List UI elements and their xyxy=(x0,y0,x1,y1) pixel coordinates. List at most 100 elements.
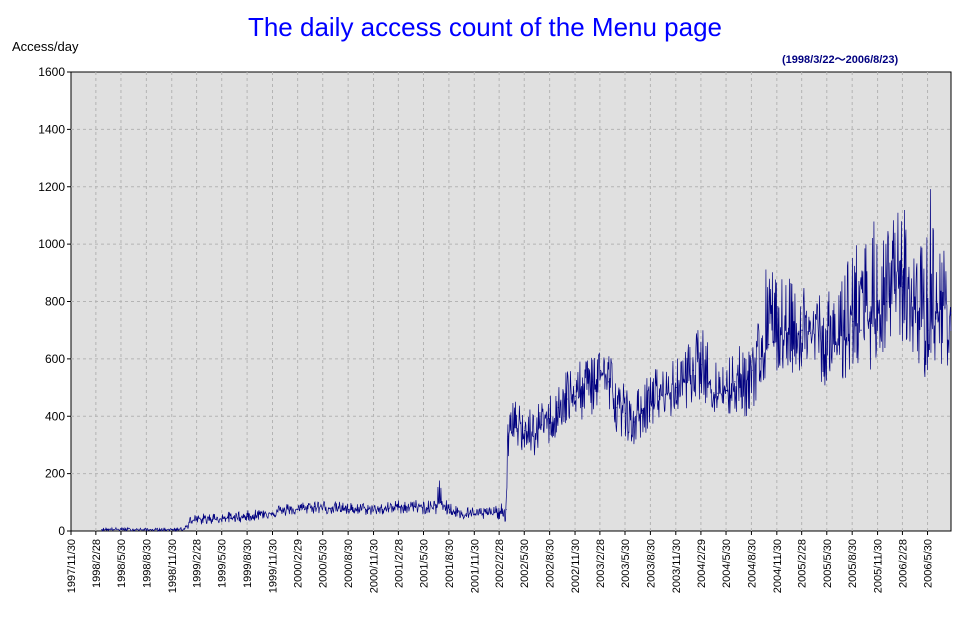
data-point xyxy=(414,506,417,508)
data-point xyxy=(381,508,383,511)
x-axis-ticks: 1997/11/30 1998/2/28 1998/5/30 1998/8/30 199… xyxy=(66,531,935,593)
y-axis-label: Access/day xyxy=(12,39,79,54)
data-point xyxy=(725,389,728,392)
x-tick-label: 2001/8/30 xyxy=(444,539,456,588)
data-point xyxy=(759,358,761,360)
y-tick-label: 200 xyxy=(45,467,65,481)
data-point xyxy=(826,341,828,343)
data-point xyxy=(641,409,643,412)
x-tick-label: 1997/11/30 xyxy=(66,539,78,593)
data-point xyxy=(667,392,669,394)
y-axis-ticks: 0 200 400 600 800 1000 1200 1400 1600 xyxy=(38,65,71,538)
x-tick-label: 2001/11/30 xyxy=(469,539,481,593)
y-tick-label: 600 xyxy=(45,352,65,366)
data-point xyxy=(742,384,745,386)
data-point xyxy=(574,395,576,397)
data-point xyxy=(120,528,123,530)
data-point xyxy=(465,513,467,515)
y-tick-label: 0 xyxy=(58,524,65,538)
x-tick-label: 2006/5/30 xyxy=(923,539,935,588)
data-point xyxy=(330,507,333,509)
y-tick-label: 800 xyxy=(45,295,65,309)
data-point xyxy=(801,329,803,331)
data-point xyxy=(616,407,618,409)
data-point xyxy=(885,300,888,303)
data-point xyxy=(684,381,686,383)
y-tick-label: 1000 xyxy=(38,237,65,251)
data-point xyxy=(146,529,148,531)
data-point xyxy=(950,312,952,314)
data-point xyxy=(751,369,753,371)
series-layer xyxy=(101,189,952,533)
data-point xyxy=(902,286,904,288)
data-point xyxy=(348,508,350,511)
data-point xyxy=(498,511,501,513)
data-point xyxy=(183,528,186,530)
data-point xyxy=(918,312,921,314)
x-tick-label: 2003/11/30 xyxy=(671,539,683,593)
data-point xyxy=(482,513,484,515)
x-tick-label: 2004/11/30 xyxy=(772,539,784,593)
x-tick-label: 1999/8/30 xyxy=(242,539,254,588)
data-point xyxy=(263,513,266,515)
x-tick-label: 2006/2/28 xyxy=(897,539,909,588)
data-point xyxy=(734,381,736,383)
data-point xyxy=(768,343,770,346)
data-point xyxy=(505,508,507,511)
x-tick-label: 2002/5/30 xyxy=(519,539,531,588)
data-point xyxy=(431,507,433,509)
data-point xyxy=(835,343,837,346)
grid-lines xyxy=(71,72,951,531)
x-tick-label: 2002/8/30 xyxy=(545,539,557,588)
data-point xyxy=(692,369,694,371)
y-tick-label: 1600 xyxy=(38,65,65,79)
data-point xyxy=(557,407,560,409)
data-point xyxy=(314,506,316,508)
x-tick-label: 2001/5/30 xyxy=(418,539,430,588)
data-point xyxy=(549,421,551,423)
data-point xyxy=(583,392,585,394)
data-point xyxy=(608,381,610,383)
data-point xyxy=(229,517,232,519)
y-tick-label: 400 xyxy=(45,409,65,423)
data-point xyxy=(852,320,854,323)
data-point xyxy=(507,435,509,437)
data-point xyxy=(591,381,594,383)
data-point xyxy=(700,364,702,366)
x-tick-label: 2000/8/30 xyxy=(343,539,355,588)
data-point xyxy=(364,508,367,511)
x-tick-label: 2001/2/28 xyxy=(393,539,405,588)
x-tick-label: 1998/8/30 xyxy=(141,539,153,588)
data-point xyxy=(541,424,543,426)
data-point xyxy=(650,401,652,403)
data-point xyxy=(599,369,601,371)
x-tick-label: 2005/2/28 xyxy=(797,539,809,588)
x-tick-label: 1999/5/30 xyxy=(217,539,229,588)
data-point xyxy=(877,312,879,314)
data-point xyxy=(776,335,778,337)
data-point xyxy=(171,528,173,531)
data-point xyxy=(935,312,937,314)
y-tick-label: 1200 xyxy=(38,180,65,194)
data-point xyxy=(944,306,946,308)
x-tick-label: 2004/5/30 xyxy=(721,539,733,588)
data-point xyxy=(532,435,534,437)
x-tick-label: 2000/5/30 xyxy=(318,539,330,588)
x-tick-label: 2002/11/30 xyxy=(570,539,582,593)
x-tick-label: 2005/11/30 xyxy=(873,539,885,593)
data-point xyxy=(297,508,299,511)
data-point xyxy=(633,421,635,423)
chart-title: The daily access count of the Menu page xyxy=(247,12,723,42)
x-tick-label: 1999/11/30 xyxy=(268,539,280,593)
data-point xyxy=(440,501,442,503)
data-point xyxy=(398,506,400,508)
x-tick-label: 2000/2/29 xyxy=(293,539,305,588)
x-tick-label: 1998/11/30 xyxy=(167,539,179,593)
data-point xyxy=(280,510,282,512)
data-point xyxy=(196,518,198,521)
data-point xyxy=(843,329,845,331)
x-tick-label: 2000/11/30 xyxy=(369,539,381,593)
x-tick-label: 2003/2/28 xyxy=(595,539,607,588)
chart-subtitle: (1998/3/22～2006/8/23) xyxy=(782,54,899,66)
